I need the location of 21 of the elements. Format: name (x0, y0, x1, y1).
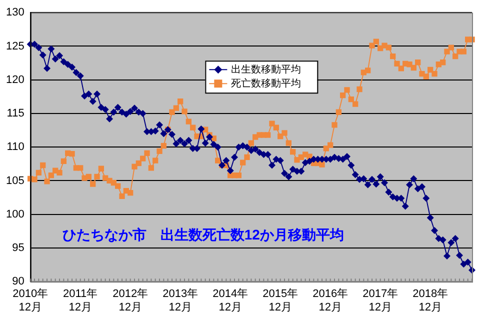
y-tick-label: 115 (6, 108, 24, 120)
x-tick-label: 2018年 12月 (412, 288, 448, 314)
x-tick-label: 2011年 12月 (63, 288, 98, 314)
y-tick-label: 130 (6, 6, 24, 19)
y-tick-label: 105 (6, 174, 24, 187)
legend-label: 出生数移動平均 (231, 63, 302, 76)
y-tick-label: 95 (12, 242, 24, 254)
y-tick-label: 120 (6, 74, 24, 86)
x-tick-label: 2017年 12月 (362, 288, 398, 314)
x-tick-label: 2014年 12月 (212, 288, 248, 314)
y-tick-label: 90 (12, 276, 24, 288)
annotation: ひたちなか市 出生数死亡数12か月移動平均 (62, 226, 344, 242)
x-tick-label: 2013年 12月 (162, 288, 198, 314)
y-tick-label: 110 (6, 141, 24, 154)
y-tick-label: 125 (6, 40, 24, 52)
x-tick-label: 2012年 12月 (112, 288, 148, 314)
x-tick-label: 2015年 12月 (262, 288, 298, 314)
x-tick-label: 2016年 12月 (312, 288, 348, 314)
legend-label: 死亡数移動平均 (231, 77, 302, 90)
x-tick-label: 2010年 12月 (12, 288, 48, 314)
y-tick-label: 100 (6, 208, 24, 220)
